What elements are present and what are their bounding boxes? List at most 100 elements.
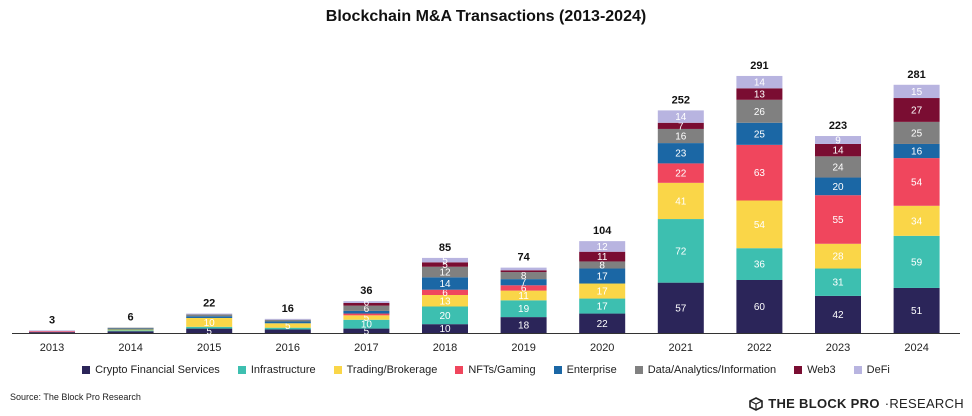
segment-label: 14 (832, 146, 844, 157)
segment-label: 17 (597, 272, 609, 283)
bar-segment (29, 331, 75, 333)
bar-segment (500, 290, 547, 301)
bar-segment (815, 295, 861, 333)
segment-label: 31 (832, 278, 844, 289)
segment-label: 20 (832, 182, 844, 193)
segment-label: 60 (754, 302, 766, 313)
segment-label: 41 (675, 196, 687, 207)
bar-segment (815, 156, 861, 178)
bar-segment (893, 287, 940, 333)
total-label: 252 (672, 94, 690, 106)
total-label: 281 (907, 69, 925, 81)
bar-segment (657, 128, 704, 144)
bar-segment (422, 306, 468, 325)
segment-label: 12 (597, 242, 609, 253)
bar-segment (264, 318, 311, 320)
legend-label: Crypto Financial Services (95, 364, 220, 376)
bar-segment (422, 289, 468, 296)
legend-label: Enterprise (566, 364, 617, 376)
segment-label: 14 (439, 279, 451, 290)
bar-segment (736, 88, 783, 100)
segment-label: 59 (911, 257, 923, 268)
segment-label: 22 (675, 169, 687, 180)
segment-label: 54 (754, 220, 766, 231)
bar-segment (736, 75, 783, 89)
bar-segment (579, 283, 626, 299)
bar-segment (422, 277, 468, 290)
total-label: 291 (750, 60, 768, 72)
segment-label: 6 (521, 283, 527, 294)
legend-label: Web3 (807, 364, 836, 376)
x-tick-label: 2015 (197, 342, 221, 354)
bar-segment (107, 329, 154, 331)
bar-segment (422, 324, 468, 333)
segment-label: 63 (754, 168, 766, 179)
bar-segment (736, 248, 783, 280)
bar-segment (893, 158, 940, 206)
total-label: 36 (360, 285, 372, 297)
legend-swatch (853, 366, 862, 374)
segment-label: 13 (754, 90, 766, 101)
segment-label: 72 (675, 246, 687, 257)
total-label: 16 (282, 303, 294, 315)
bar-segment (893, 121, 940, 144)
bar-segment (893, 143, 940, 159)
cube-logo-icon (749, 396, 764, 411)
legend-item: DeFi (853, 364, 890, 376)
legend-item: NFTs/Gaming (455, 364, 536, 376)
total-label: 3 (49, 314, 55, 326)
segment-label: 14 (675, 112, 687, 123)
bar-segment (500, 272, 547, 280)
bar-segment (29, 330, 75, 332)
bar-segment (264, 319, 311, 322)
segment-label: 42 (832, 310, 844, 321)
bar-segment (736, 280, 783, 333)
legend-swatch (634, 366, 643, 374)
total-label: 22 (203, 298, 215, 310)
bar-segment (343, 328, 390, 333)
total-label: 6 (128, 312, 134, 324)
legend-swatch (82, 366, 91, 374)
segment-label: 5 (442, 260, 448, 271)
bar-segment (29, 332, 75, 333)
segment-label: 25 (754, 129, 766, 140)
bar-segment (500, 285, 547, 291)
segment-label: 25 (911, 128, 923, 139)
bar-segment (500, 317, 547, 333)
bar-segment (186, 328, 233, 333)
legend-swatch (553, 366, 562, 374)
bar-segment (579, 268, 626, 284)
bar-segment (500, 300, 547, 318)
bar-segment (186, 314, 233, 317)
bar-segment (579, 261, 626, 269)
segment-label: 19 (518, 304, 530, 315)
brand-name: THE BLOCK PRO (768, 396, 880, 411)
x-tick-label: 2020 (590, 342, 614, 354)
bar-segment (422, 295, 468, 307)
bar-segment (579, 298, 626, 314)
total-label: 223 (829, 120, 847, 132)
x-tick-label: 2017 (354, 342, 378, 354)
chart-legend: Crypto Financial Services Infrastructure T… (0, 364, 972, 376)
brand-logo: THE BLOCK PRO ·RESEARCH (749, 396, 964, 411)
segment-label: 28 (832, 252, 844, 263)
x-tick-label: 2022 (747, 342, 771, 354)
segment-label: 24 (832, 162, 844, 173)
legend-label: Trading/Brokerage (346, 364, 438, 376)
segment-label: 16 (675, 132, 687, 143)
legend-item: Infrastructure (237, 364, 316, 376)
segment-label: 11 (597, 252, 608, 263)
bar-segment (893, 235, 940, 288)
bar-segment (186, 326, 233, 329)
bar-segment (815, 195, 861, 244)
segment-label: 34 (911, 216, 923, 227)
segment-label: 5 (285, 321, 291, 332)
segment-label: 6 (442, 288, 448, 299)
segment-label: 23 (675, 149, 687, 160)
segment-label: 55 (832, 215, 844, 226)
segment-label: 57 (675, 303, 687, 314)
bar-segment (343, 319, 390, 329)
bar-segment (736, 200, 783, 249)
segment-label: 10 (204, 318, 216, 329)
